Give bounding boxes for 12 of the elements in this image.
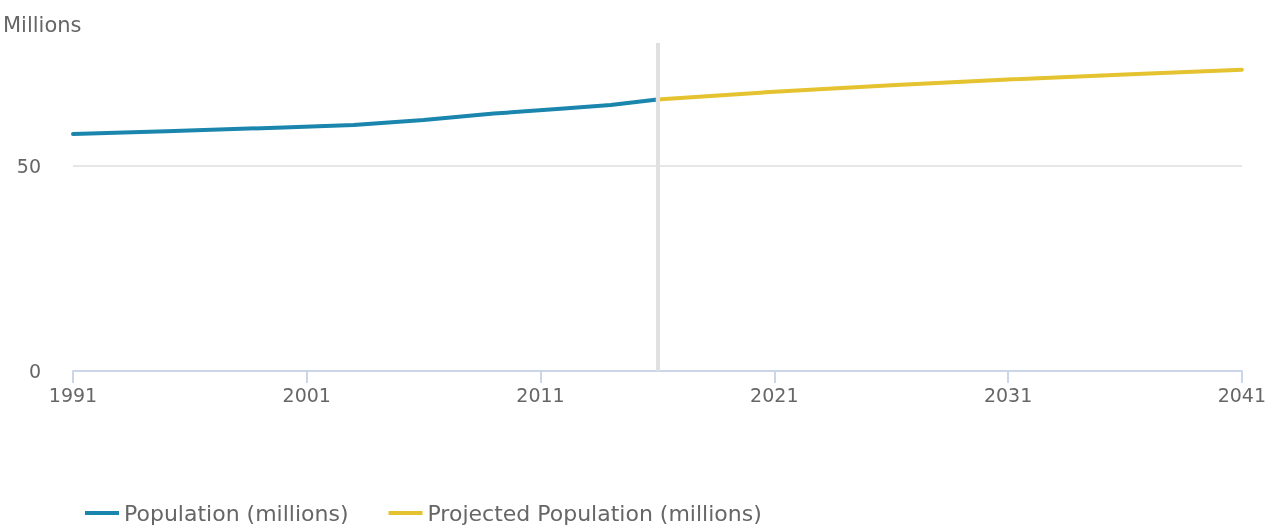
- legend-label: Population (millions): [124, 500, 349, 526]
- legend-label: Projected Population (millions): [427, 500, 762, 526]
- x-tick-label: 2041: [1217, 383, 1266, 406]
- x-tick-label: 2011: [516, 383, 565, 406]
- x-tick-label: 2031: [983, 383, 1033, 406]
- x-tick-label: 2021: [750, 383, 799, 406]
- y-tick-label: 0: [28, 360, 41, 382]
- x-tick-label: 1991: [48, 383, 98, 406]
- y-axis-title: Millions: [3, 12, 82, 37]
- y-tick-label: 50: [16, 155, 41, 177]
- x-tick-label: 2001: [282, 383, 331, 406]
- line-series: [655, 67, 1244, 102]
